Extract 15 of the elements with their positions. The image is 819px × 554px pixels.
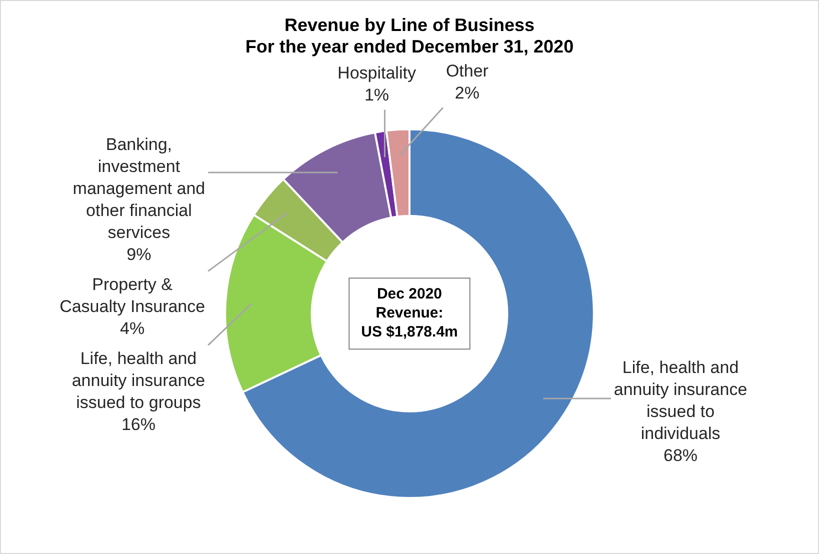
chart-subtitle: For the year ended December 31, 2020 bbox=[245, 36, 574, 56]
data-label: 68% bbox=[664, 446, 698, 466]
slice-label: Banking, investment management and other financial services bbox=[72, 134, 206, 242]
slice-label: Property & Casualty Insurance bbox=[60, 274, 206, 316]
slice-label: Life, health and annuity insurance issued to individuals bbox=[614, 358, 748, 444]
chart-title: Revenue by Line of Business bbox=[284, 14, 535, 35]
text: Dec 2020 Revenue: US $1,878.4m bbox=[361, 286, 458, 341]
data-label: 4% bbox=[120, 318, 145, 338]
data-label: 2% bbox=[454, 83, 480, 102]
data-label: 1% bbox=[364, 85, 390, 104]
slice-label: Life, health and annuity insurance issued to groups bbox=[72, 348, 206, 412]
data-label: 9% bbox=[126, 244, 152, 264]
slice-label: Hospitality bbox=[338, 63, 416, 82]
data-label: 16% bbox=[121, 414, 156, 434]
slice-label: Other bbox=[446, 61, 489, 80]
